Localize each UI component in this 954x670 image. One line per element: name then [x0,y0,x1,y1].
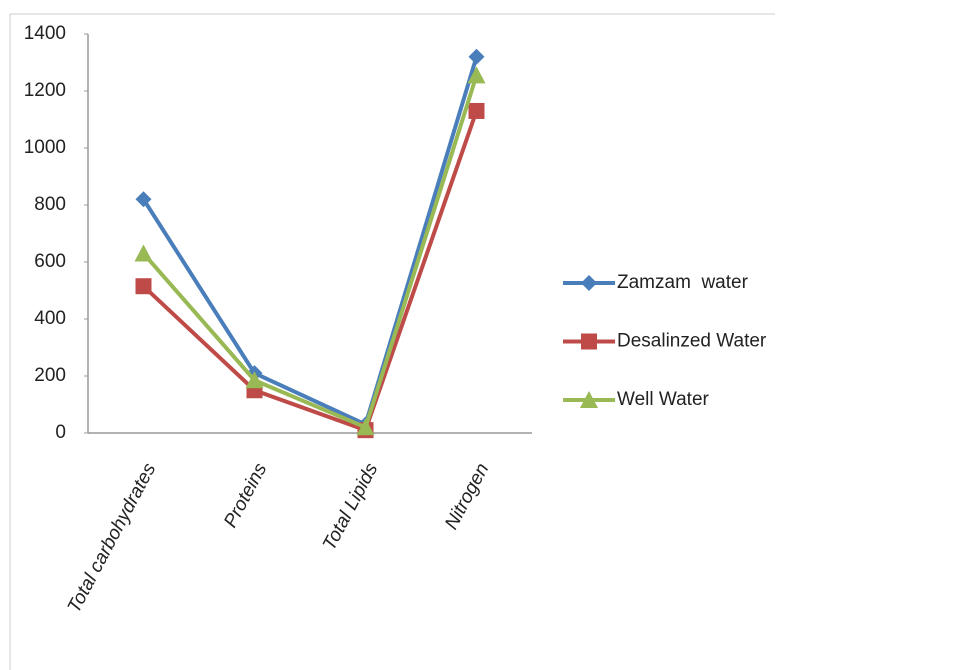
data-point [135,191,152,208]
legend-label: Well Water [617,389,710,410]
y-tick-label: 1000 [24,137,66,158]
x-tick-label: Total carbohydrates [64,459,161,616]
data-point [468,48,485,65]
x-tick-label: Proteins [220,459,271,531]
legend-label: Zamzam water [617,272,749,293]
y-tick-label: 400 [34,308,66,329]
x-tick-label: Nitrogen [441,460,493,533]
legend-marker [581,333,597,350]
y-tick-label: 200 [34,365,66,386]
legend-marker [581,275,597,291]
y-tick-label: 1200 [24,80,66,101]
data-point [135,278,152,295]
data-point [356,418,375,436]
y-tick-label: 800 [34,194,66,215]
data-point [134,244,153,262]
legend-marker [580,391,598,408]
y-tick-label: 1400 [24,23,66,44]
y-tick-label: 600 [34,251,66,272]
data-point [245,371,264,389]
series-line [141,74,479,430]
x-tick-label: Total Lipids [319,459,383,554]
data-point [468,102,485,119]
y-tick-label: 0 [55,422,66,443]
series-line [141,56,479,427]
legend-label: Desalinzed Water [617,331,767,352]
data-point [467,66,486,84]
series-line [142,110,479,433]
